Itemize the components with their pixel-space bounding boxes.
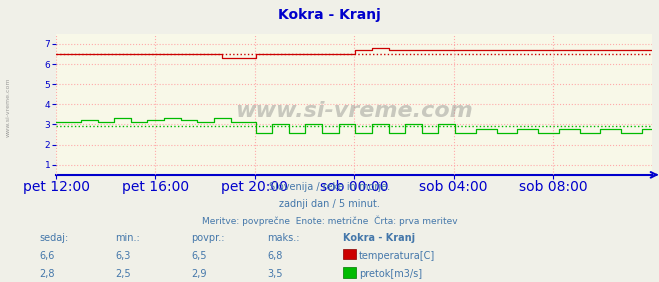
Text: pretok[m3/s]: pretok[m3/s]	[359, 269, 422, 279]
Text: 6,6: 6,6	[40, 251, 55, 261]
Text: www.si-vreme.com: www.si-vreme.com	[235, 102, 473, 121]
Text: 6,5: 6,5	[191, 251, 207, 261]
Text: min.:: min.:	[115, 233, 140, 243]
Text: 6,8: 6,8	[267, 251, 282, 261]
Text: Slovenija / reke in morje.: Slovenija / reke in morje.	[269, 182, 390, 192]
Text: Kokra - Kranj: Kokra - Kranj	[278, 8, 381, 23]
Text: maks.:: maks.:	[267, 233, 299, 243]
Text: sedaj:: sedaj:	[40, 233, 69, 243]
Text: 2,8: 2,8	[40, 269, 55, 279]
Text: 2,5: 2,5	[115, 269, 131, 279]
Text: povpr.:: povpr.:	[191, 233, 225, 243]
Text: www.si-vreme.com: www.si-vreme.com	[5, 78, 11, 137]
Text: zadnji dan / 5 minut.: zadnji dan / 5 minut.	[279, 199, 380, 209]
Text: 6,3: 6,3	[115, 251, 130, 261]
Text: Meritve: povprečne  Enote: metrične  Črta: prva meritev: Meritve: povprečne Enote: metrične Črta:…	[202, 216, 457, 226]
Text: 3,5: 3,5	[267, 269, 283, 279]
Text: temperatura[C]: temperatura[C]	[359, 251, 436, 261]
Text: 2,9: 2,9	[191, 269, 207, 279]
Text: Kokra - Kranj: Kokra - Kranj	[343, 233, 415, 243]
